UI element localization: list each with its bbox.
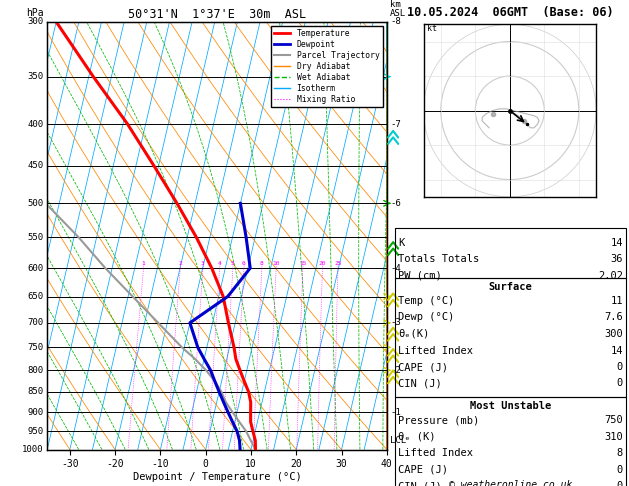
Text: 4: 4 [218,261,221,266]
Text: 950: 950 [28,427,44,436]
Text: CAPE (J): CAPE (J) [398,362,448,372]
Text: 10.05.2024  06GMT  (Base: 06): 10.05.2024 06GMT (Base: 06) [407,6,614,19]
Text: 6: 6 [242,261,246,266]
Text: kt: kt [427,24,437,33]
Text: -8: -8 [390,17,401,26]
Text: 36: 36 [611,255,623,264]
Text: 750: 750 [28,343,44,352]
Text: θₑ (K): θₑ (K) [398,432,435,441]
Text: 10: 10 [272,261,280,266]
Text: θₑ(K): θₑ(K) [398,329,429,339]
Text: -6: -6 [390,199,401,208]
Text: Most Unstable: Most Unstable [470,401,551,411]
Text: Temp (°C): Temp (°C) [398,296,454,306]
Text: 2: 2 [179,261,182,266]
Text: Lifted Index: Lifted Index [398,346,473,355]
Legend: Temperature, Dewpoint, Parcel Trajectory, Dry Adiabat, Wet Adiabat, Isotherm, Mi: Temperature, Dewpoint, Parcel Trajectory… [271,26,383,107]
Text: 700: 700 [28,318,44,328]
Text: 3: 3 [201,261,205,266]
Text: 550: 550 [28,233,44,242]
Text: 300: 300 [604,329,623,339]
Text: Pressure (mb): Pressure (mb) [398,415,479,425]
Text: 310: 310 [604,432,623,441]
Text: 650: 650 [28,292,44,301]
Text: -1: -1 [390,408,401,417]
Text: 2.02: 2.02 [598,271,623,281]
Text: -2: -2 [390,366,401,375]
Text: © weatheronline.co.uk: © weatheronline.co.uk [449,480,572,486]
Text: 1000: 1000 [22,445,44,454]
Text: 14: 14 [611,238,623,248]
Text: Totals Totals: Totals Totals [398,255,479,264]
Text: 11: 11 [611,296,623,306]
Text: 0: 0 [617,465,623,474]
Text: 15: 15 [299,261,306,266]
Text: 750: 750 [604,415,623,425]
X-axis label: Dewpoint / Temperature (°C): Dewpoint / Temperature (°C) [133,472,301,482]
Bar [395,278,626,397]
Text: 800: 800 [28,366,44,375]
Text: -3: -3 [390,318,401,328]
Bar [395,397,626,486]
Text: 400: 400 [28,120,44,129]
Text: Dewp (°C): Dewp (°C) [398,312,454,323]
Text: 7.6: 7.6 [604,312,623,323]
Text: 900: 900 [28,408,44,417]
Text: 14: 14 [611,346,623,355]
Text: 20: 20 [319,261,326,266]
Text: 350: 350 [28,72,44,81]
Text: hPa: hPa [26,8,44,17]
Text: Lifted Index: Lifted Index [398,448,473,458]
Text: 8: 8 [260,261,264,266]
Text: -7: -7 [390,120,401,129]
Text: -4: -4 [390,263,401,273]
Text: 8: 8 [617,448,623,458]
Text: 1: 1 [142,261,145,266]
Text: K: K [398,238,404,248]
Text: 0: 0 [617,362,623,372]
Title: 50°31'N  1°37'E  30m  ASL: 50°31'N 1°37'E 30m ASL [128,8,306,21]
Text: 600: 600 [28,263,44,273]
Text: 0: 0 [617,481,623,486]
Text: PW (cm): PW (cm) [398,271,442,281]
Bar [395,228,626,278]
Text: 300: 300 [28,17,44,26]
Text: 5: 5 [231,261,235,266]
Text: 500: 500 [28,199,44,208]
Text: km
ASL: km ASL [390,0,406,17]
Text: 25: 25 [334,261,342,266]
Text: CIN (J): CIN (J) [398,379,442,388]
Text: LCL: LCL [390,436,406,445]
Text: 450: 450 [28,161,44,171]
Text: CIN (J): CIN (J) [398,481,442,486]
Text: 0: 0 [617,379,623,388]
Text: 850: 850 [28,387,44,396]
Text: CAPE (J): CAPE (J) [398,465,448,474]
Text: Surface: Surface [489,282,532,292]
